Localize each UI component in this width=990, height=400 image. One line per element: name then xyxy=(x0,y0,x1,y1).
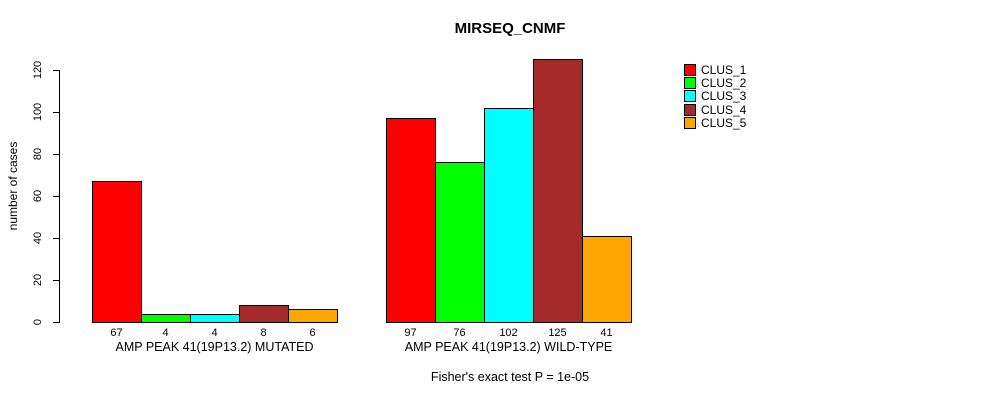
legend-item-clus_3: CLUS_3 xyxy=(684,89,747,104)
bar-value-label: 97 xyxy=(404,327,417,339)
legend-item-clus_1: CLUS_1 xyxy=(684,62,747,77)
y-axis-tick xyxy=(53,238,60,239)
y-axis-tick xyxy=(53,70,60,71)
y-axis-tick-label: 120 xyxy=(32,60,44,80)
legend-item-clus_5: CLUS_5 xyxy=(684,116,747,131)
bar-clus_4-wild-type xyxy=(533,59,583,323)
legend-swatch-clus_5 xyxy=(684,117,696,130)
legend-label: CLUS_5 xyxy=(701,116,747,131)
y-axis-tick-label: 80 xyxy=(32,147,44,161)
chart-title: MIRSEQ_CNMF xyxy=(454,20,566,37)
bar-clus_1-mutated xyxy=(92,181,142,323)
bar-value-label: 41 xyxy=(600,327,613,339)
bar-value-label: 125 xyxy=(548,327,567,339)
y-axis-tick-label: 0 xyxy=(32,318,44,326)
bar-clus_2-mutated xyxy=(141,314,191,323)
legend-label: CLUS_1 xyxy=(701,62,747,77)
y-axis-tick xyxy=(53,154,60,155)
y-axis-tick xyxy=(53,280,60,281)
bar-value-label: 102 xyxy=(499,327,518,339)
legend-item-clus_4: CLUS_4 xyxy=(684,102,747,117)
bar-value-label: 8 xyxy=(260,327,267,339)
legend-swatch-clus_4 xyxy=(684,103,696,116)
bar-clus_3-mutated xyxy=(190,314,240,323)
bar-value-label: 67 xyxy=(110,327,123,339)
legend-swatch-clus_2 xyxy=(684,77,696,90)
legend-item-clus_2: CLUS_2 xyxy=(684,76,747,91)
bar-clus_2-wild-type xyxy=(435,162,485,323)
legend-label: CLUS_3 xyxy=(701,89,747,104)
bar-clus_1-wild-type xyxy=(386,118,436,323)
legend-label: CLUS_2 xyxy=(701,76,747,91)
legend: CLUS_1 CLUS_2 CLUS_3 CLUS_4 CLUS_5 xyxy=(684,63,746,130)
legend-label: CLUS_4 xyxy=(701,102,747,117)
y-axis-tick-label: 60 xyxy=(32,189,44,203)
bar-value-label: 4 xyxy=(162,327,169,339)
bar-clus_4-mutated xyxy=(239,305,289,323)
y-axis-tick-label: 20 xyxy=(32,273,44,287)
y-axis-tick-label: 100 xyxy=(32,102,44,122)
y-axis-tick xyxy=(53,322,60,323)
legend-swatch-clus_3 xyxy=(684,90,696,103)
bar-clus_3-wild-type xyxy=(484,108,534,323)
fisher-test-note: Fisher's exact test P = 1e-05 xyxy=(430,370,590,384)
y-axis-label: number of cases xyxy=(6,141,20,231)
y-axis-tick-label: 40 xyxy=(32,231,44,245)
y-axis-tick xyxy=(53,196,60,197)
group-label-wild-type: AMP PEAK 41(19P13.2) WILD-TYPE xyxy=(404,340,613,354)
legend-swatch-clus_1 xyxy=(684,63,696,76)
bar-clus_5-mutated xyxy=(288,309,338,323)
bar-value-label: 76 xyxy=(453,327,466,339)
bar-clus_5-wild-type xyxy=(582,236,632,323)
y-axis-tick xyxy=(53,112,60,113)
bar-value-label: 4 xyxy=(211,327,218,339)
group-label-mutated: AMP PEAK 41(19P13.2) MUTATED xyxy=(115,340,314,354)
bar-value-label: 6 xyxy=(309,327,316,339)
